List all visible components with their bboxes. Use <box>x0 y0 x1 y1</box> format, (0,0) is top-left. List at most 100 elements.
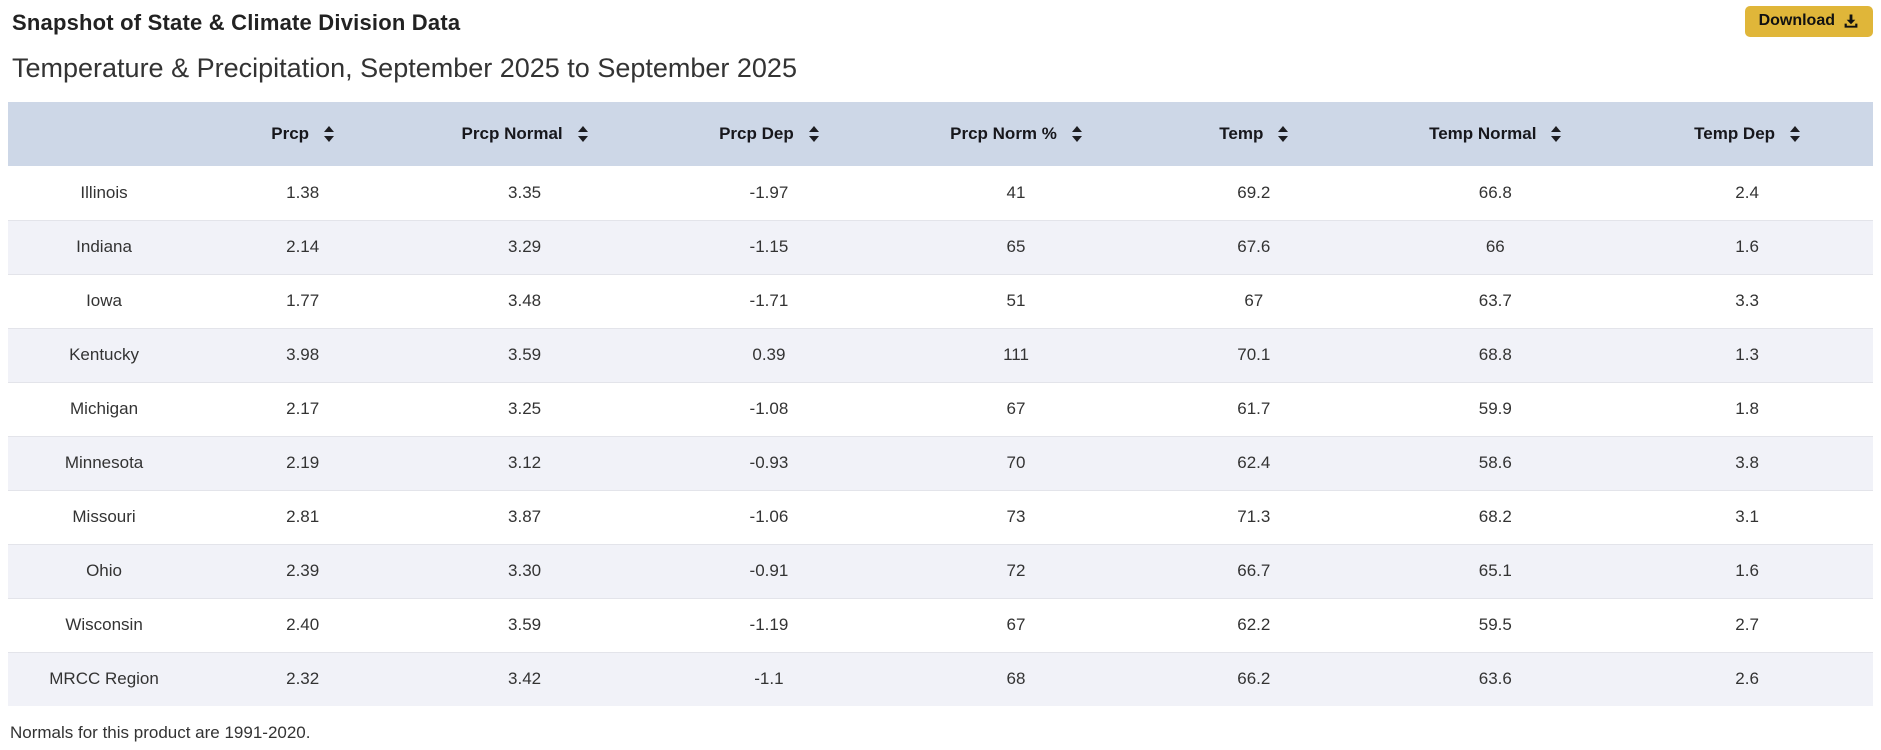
value-cell-temp-dep: 1.6 <box>1735 237 1759 256</box>
table-row: Kentucky 3.98 3.59 0.39 111 70.1 68.8 1.3 <box>8 328 1873 382</box>
sort-asc-icon <box>1278 126 1289 132</box>
value-cell-prcp: 2.14 <box>286 237 320 256</box>
value-cell-temp-dep: 3.1 <box>1735 507 1759 526</box>
value-cell-temp-dep: 2.4 <box>1735 182 1759 202</box>
table-row: Illinois 1.38 3.35 -1.97 41 69.2 66.8 2.4 <box>8 166 1873 220</box>
column-header-label: Temp Normal <box>1429 124 1537 143</box>
sort-desc-icon <box>808 136 819 142</box>
column-header-prcp-norm-pct[interactable]: Prcp Norm % <box>893 102 1139 166</box>
value-cell-temp-normal: 63.6 <box>1478 669 1512 689</box>
value-cell-prcp-dep: -0.91 <box>749 561 789 580</box>
sort-asc-icon <box>808 126 819 132</box>
sort-asc-icon <box>1551 126 1562 132</box>
table-row: Minnesota 2.19 3.12 -0.93 70 62.4 58.6 3.8 <box>8 436 1873 490</box>
value-cell-temp-normal: 68.8 <box>1478 345 1512 364</box>
column-header-temp-dep[interactable]: Temp Dep <box>1621 102 1873 166</box>
value-cell-prcp-normal: 3.42 <box>508 669 542 689</box>
state-name-cell: Minnesota <box>64 453 144 472</box>
sort-desc-icon <box>324 136 335 142</box>
value-cell-prcp: 1.77 <box>286 291 320 310</box>
column-header-label: Prcp Norm % <box>950 124 1057 143</box>
table-row: MRCC Region 2.32 3.42 -1.1 68 66.2 63.6 2.6 <box>8 652 1873 706</box>
column-header-prcp[interactable]: Prcp <box>200 102 406 166</box>
state-name-cell: Michigan <box>70 399 139 418</box>
value-cell-prcp-normal: 3.12 <box>508 453 542 472</box>
value-cell-temp: 61.7 <box>1237 399 1271 418</box>
value-cell-temp-normal: 66 <box>1485 237 1505 256</box>
value-cell-prcp-dep: -1.15 <box>749 237 789 256</box>
column-header-prcp-dep[interactable]: Prcp Dep <box>643 102 894 166</box>
value-cell-prcp-normal: 3.59 <box>508 615 542 634</box>
value-cell-prcp-norm-pct: 70 <box>1006 453 1026 472</box>
value-cell-prcp: 1.38 <box>286 182 320 202</box>
download-button[interactable]: Download <box>1744 6 1873 37</box>
sort-icon <box>1071 126 1082 142</box>
value-cell-temp: 66.7 <box>1237 561 1271 580</box>
value-cell-prcp-norm-pct: 41 <box>1006 182 1026 202</box>
column-header-label: Prcp Dep <box>719 124 794 143</box>
column-header-label: Prcp <box>271 124 310 143</box>
value-cell-prcp-norm-pct: 111 <box>1003 345 1029 364</box>
column-header-label: Temp <box>1219 124 1264 143</box>
column-header-temp-normal[interactable]: Temp Normal <box>1369 102 1622 166</box>
value-cell-temp-dep: 3.3 <box>1735 291 1759 310</box>
state-name-cell: Ohio <box>86 561 122 580</box>
sort-icon <box>808 126 819 142</box>
value-cell-prcp-normal: 3.35 <box>508 182 542 202</box>
value-cell-prcp-dep: -1.71 <box>749 291 789 310</box>
sort-desc-icon <box>1071 136 1082 142</box>
value-cell-prcp-dep: -1.06 <box>749 507 789 526</box>
top-bar: Snapshot of State & Climate Division Dat… <box>8 6 1873 37</box>
value-cell-temp: 62.2 <box>1237 615 1271 634</box>
value-cell-temp: 70.1 <box>1237 345 1271 364</box>
value-cell-prcp-norm-pct: 51 <box>1006 291 1026 310</box>
state-column-header <box>8 102 201 166</box>
sort-desc-icon <box>1551 136 1562 142</box>
value-cell-temp-dep: 1.3 <box>1735 345 1759 364</box>
table-row: Iowa 1.77 3.48 -1.71 51 67 63.7 3.3 <box>8 274 1873 328</box>
value-cell-prcp-normal: 3.87 <box>508 507 542 526</box>
sort-asc-icon <box>577 126 588 132</box>
value-cell-temp: 71.3 <box>1237 507 1271 526</box>
state-name-cell: Missouri <box>72 507 136 526</box>
column-header-temp[interactable]: Temp <box>1138 102 1370 166</box>
value-cell-temp-dep: 1.6 <box>1735 561 1759 580</box>
value-cell-temp: 67 <box>1244 291 1264 310</box>
value-cell-temp-dep: 2.7 <box>1735 615 1759 634</box>
value-cell-prcp-norm-pct: 72 <box>1006 561 1026 580</box>
sort-desc-icon <box>577 136 588 142</box>
state-name-cell: Wisconsin <box>65 615 143 634</box>
page-title: Snapshot of State & Climate Division Dat… <box>12 10 461 35</box>
value-cell-prcp-dep: -1.19 <box>749 615 789 634</box>
value-cell-prcp-norm-pct: 73 <box>1006 507 1026 526</box>
value-cell-prcp: 2.39 <box>286 561 320 580</box>
value-cell-temp-dep: 1.8 <box>1735 399 1759 418</box>
state-name-cell: Illinois <box>80 182 128 202</box>
value-cell-prcp-normal: 3.29 <box>508 237 542 256</box>
sort-icon <box>324 126 335 142</box>
value-cell-temp-normal: 59.9 <box>1478 399 1512 418</box>
table-row: Missouri 2.81 3.87 -1.06 73 71.3 68.2 3.1 <box>8 490 1873 544</box>
table-body: Illinois 1.38 3.35 -1.97 41 69.2 66.8 2.4 Indian… <box>8 166 1873 706</box>
table-row: Ohio 2.39 3.30 -0.91 72 66.7 65.1 1.6 <box>8 544 1873 598</box>
value-cell-prcp-dep: 0.39 <box>752 345 786 364</box>
value-cell-temp: 66.2 <box>1237 669 1271 689</box>
sort-asc-icon <box>1790 126 1801 132</box>
page-subtitle: Temperature & Precipitation, September 2… <box>12 53 797 83</box>
value-cell-prcp-dep: -0.93 <box>749 453 789 472</box>
download-icon <box>1843 13 1859 29</box>
value-cell-prcp: 2.40 <box>286 615 320 634</box>
column-header-label: Prcp Normal <box>461 124 563 143</box>
sort-icon <box>1278 126 1289 142</box>
column-header-prcp-normal[interactable]: Prcp Normal <box>405 102 644 166</box>
value-cell-prcp-normal: 3.48 <box>508 291 542 310</box>
value-cell-temp: 67.6 <box>1237 237 1271 256</box>
sort-icon <box>1551 126 1562 142</box>
state-name-cell: MRCC Region <box>49 669 159 689</box>
sort-desc-icon <box>1278 136 1289 142</box>
value-cell-temp-dep: 3.8 <box>1735 453 1759 472</box>
table-row: Michigan 2.17 3.25 -1.08 67 61.7 59.9 1.8 <box>8 382 1873 436</box>
table-row: Wisconsin 2.40 3.59 -1.19 67 62.2 59.5 2.7 <box>8 598 1873 652</box>
climate-data-table: Prcp Prcp Normal Prcp Dep Prcp Norm % Temp Te… <box>8 102 1873 706</box>
